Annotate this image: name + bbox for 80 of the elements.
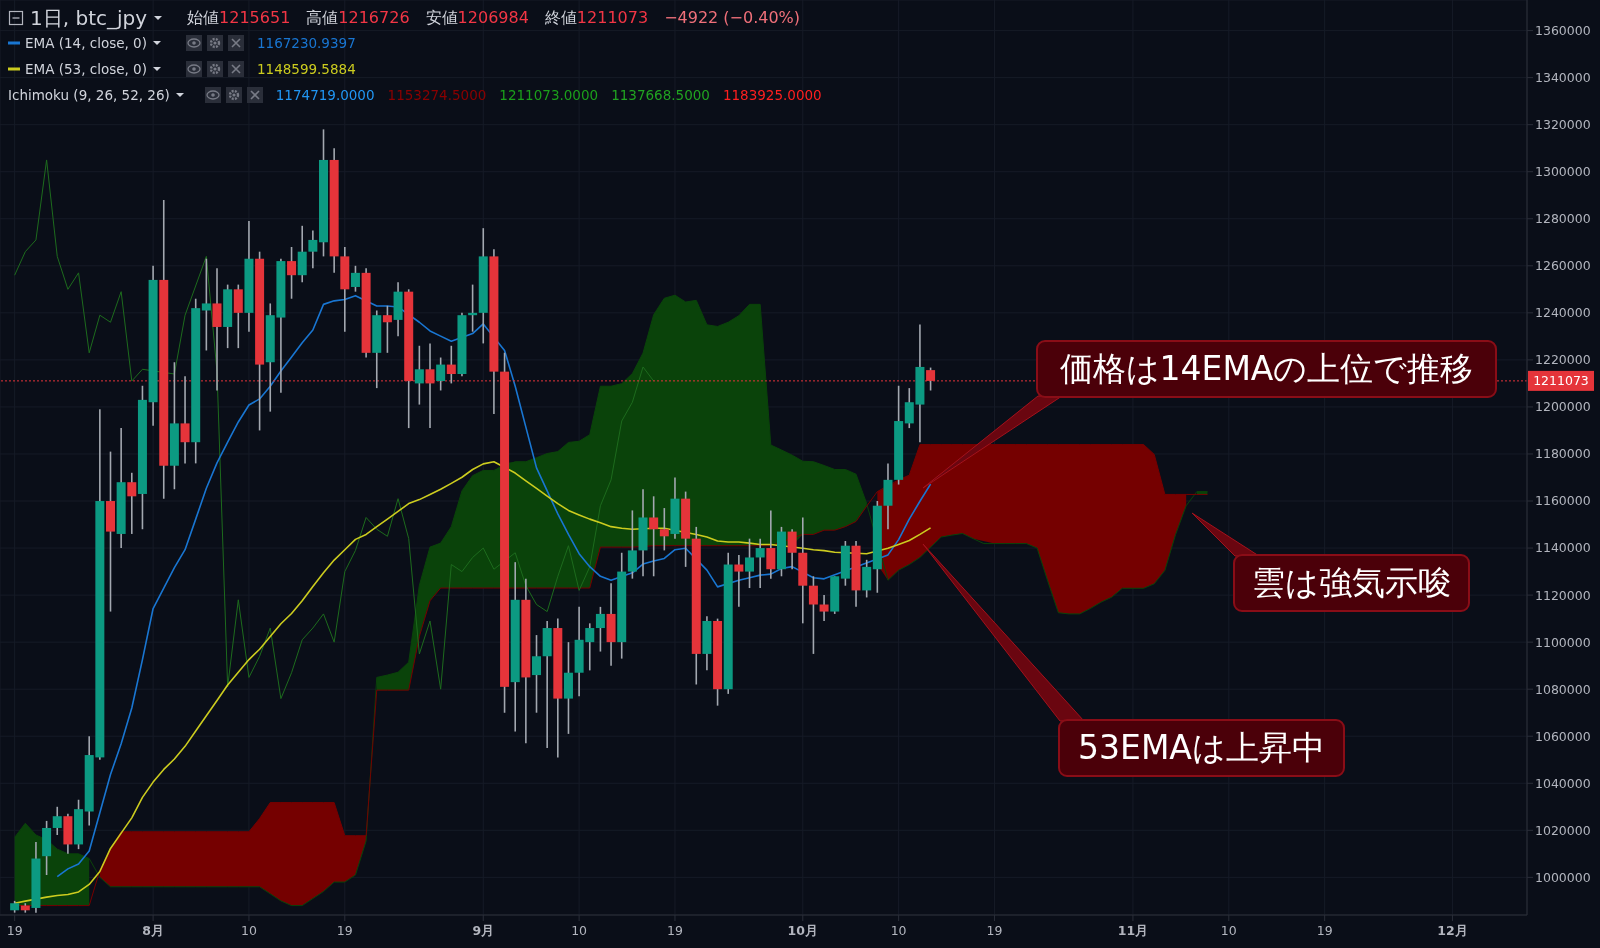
candlestick <box>766 509 776 580</box>
annotation: 1174719.0000 <box>275 87 375 103</box>
candlestick <box>755 537 765 589</box>
candlestick <box>734 554 744 608</box>
y-tick-label: 1300000 <box>1535 164 1591 180</box>
y-tick-label: 1120000 <box>1535 587 1591 603</box>
y-tick-label: 1080000 <box>1535 681 1591 697</box>
x-tick-label: 19 <box>1316 923 1333 938</box>
y-tick-label: 1060000 <box>1535 728 1591 744</box>
legend-label: EMA (53, close, 0) <box>25 61 147 77</box>
x-tick-label: 10 <box>571 923 588 938</box>
annotation: 1137668.5000 <box>611 87 710 103</box>
ref-line-label: 1211073 <box>1533 373 1589 389</box>
x-tick-label: 10 <box>890 923 907 938</box>
x-tick-label: 10月 <box>787 923 818 938</box>
candlestick <box>808 575 818 655</box>
chart-title: 1日, btc_jpy <box>30 4 148 32</box>
annotation: 1148599.5884 <box>256 61 356 77</box>
y-tick-label: 1040000 <box>1535 775 1591 791</box>
annotation: 1211073.0000 <box>499 87 599 103</box>
candlestick <box>819 594 829 622</box>
y-tick-label: 1160000 <box>1535 493 1591 509</box>
annotation: 1183925.0000 <box>722 87 822 103</box>
x-tick-label: 9月 <box>472 923 495 938</box>
candlestick <box>350 265 360 293</box>
y-tick-label: 1200000 <box>1535 399 1591 415</box>
candlestick <box>436 356 446 392</box>
line-series <box>14 159 655 700</box>
candlestick <box>649 495 659 578</box>
candlestick <box>532 634 542 714</box>
y-tick-label: 1280000 <box>1535 211 1591 227</box>
annotation: 雲は強気示唆 <box>1233 554 1470 612</box>
line-series <box>13 460 932 905</box>
candlestick <box>297 225 307 284</box>
annotation: −4922 (−0.40%) <box>664 7 801 29</box>
x-tick-label: 11月 <box>1117 923 1149 938</box>
candlestick <box>382 304 392 354</box>
candlestick <box>595 606 605 653</box>
legend-label: EMA (14, close, 0) <box>25 35 147 51</box>
candlestick <box>127 471 137 535</box>
candlestick <box>287 246 297 300</box>
annotation: 高値1216726 <box>306 7 410 27</box>
line-series <box>56 294 932 878</box>
y-tick-label: 1100000 <box>1535 634 1591 650</box>
candlestick <box>308 229 318 269</box>
x-tick-label: 19 <box>6 923 23 938</box>
candlestick <box>745 537 755 589</box>
candlestick <box>201 257 211 352</box>
x-tick-label: 19 <box>336 923 353 938</box>
x-tick-label: 10 <box>241 923 257 938</box>
y-tick-label: 1020000 <box>1535 822 1591 838</box>
candlestick <box>233 283 243 349</box>
y-tick-label: 1360000 <box>1535 23 1591 39</box>
x-tick-label: 12月 <box>1437 923 1468 938</box>
y-tick-label: 1320000 <box>1535 117 1591 133</box>
annotation: 価格は14EMAの上位で推移 <box>1036 340 1497 398</box>
y-tick-label: 1260000 <box>1535 258 1591 274</box>
y-tick-label: 1000000 <box>1535 869 1591 885</box>
candlestick <box>787 528 797 571</box>
annotation: 始値1215651 <box>187 7 291 27</box>
annotation: Ichimoku (9, 26, 52, 26) <box>8 87 170 103</box>
x-tick-label: 8月 <box>142 923 164 938</box>
x-tick-label: 19 <box>667 923 683 938</box>
y-tick-label: 1240000 <box>1535 305 1591 321</box>
annotation: 53EMAは上昇中 <box>1058 719 1345 777</box>
annotation: 安値1206984 <box>425 7 529 27</box>
y-tick-label: 1220000 <box>1535 352 1591 368</box>
candlestick <box>414 344 424 406</box>
candlestick <box>862 559 872 599</box>
annotation: 終値1211073 <box>544 7 649 27</box>
annotation: 1153274.5000 <box>387 87 487 103</box>
x-tick-label: 19 <box>986 923 1003 938</box>
y-tick-label: 1340000 <box>1535 70 1591 86</box>
candlestick <box>659 507 669 552</box>
candlestick <box>627 509 637 580</box>
candlestick <box>52 806 62 836</box>
y-tick-label: 1180000 <box>1535 446 1591 462</box>
annotation: 1167230.9397 <box>256 35 356 51</box>
y-tick-label: 1140000 <box>1535 540 1591 556</box>
x-tick-label: 10 <box>1220 923 1237 938</box>
